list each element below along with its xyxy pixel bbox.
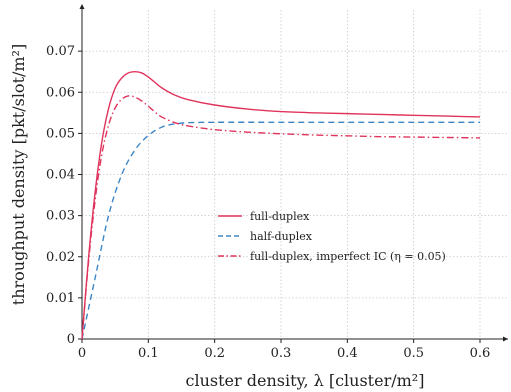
series-line-2 <box>81 121 481 340</box>
series-line-1 <box>81 70 481 340</box>
x-tick-label: 0.4 <box>337 346 358 361</box>
x-tick-label: 0.1 <box>138 346 159 361</box>
x-tick-label: 0 <box>78 346 86 361</box>
x-tick-label: 0.2 <box>204 346 225 361</box>
y-tick-label: 0.06 <box>46 85 75 100</box>
y-axis-arrow <box>79 4 85 9</box>
y-tick-label: 0.07 <box>46 44 75 59</box>
y-axis-label: throughput density [pkt/slot/m²] <box>9 44 28 305</box>
series-line-3 <box>81 95 481 340</box>
legend-label-3: full-duplex, imperfect IC (η = 0.05) <box>250 250 446 263</box>
y-tick-label: 0 <box>67 332 75 347</box>
y-tick-label: 0.03 <box>46 209 75 224</box>
y-tick-label: 0.02 <box>46 250 75 265</box>
x-tick-label: 0.6 <box>470 346 491 361</box>
x-tick-label: 0.3 <box>271 346 292 361</box>
y-tick-label: 0.05 <box>46 126 75 141</box>
x-axis-arrow <box>503 336 508 342</box>
x-tick-label: 0.5 <box>403 346 424 361</box>
y-tick-labels: 0 0.01 0.02 0.03 0.04 0.05 0.06 0.07 <box>46 44 75 347</box>
legend-label-2: half-duplex <box>250 230 313 243</box>
grid-lines <box>82 10 508 339</box>
axes <box>78 4 508 343</box>
y-tick-label: 0.01 <box>46 291 75 306</box>
series-lines <box>81 70 481 340</box>
x-tick-labels: 0 0.1 0.2 0.3 0.4 0.5 0.6 <box>78 346 490 361</box>
y-tick-label: 0.04 <box>46 168 75 183</box>
x-axis-label: cluster density, λ [cluster/m²] <box>186 371 425 390</box>
legend-label-1: full-duplex <box>250 210 310 223</box>
legend: full-duplex half-duplex full-duplex, imper… <box>218 210 446 263</box>
